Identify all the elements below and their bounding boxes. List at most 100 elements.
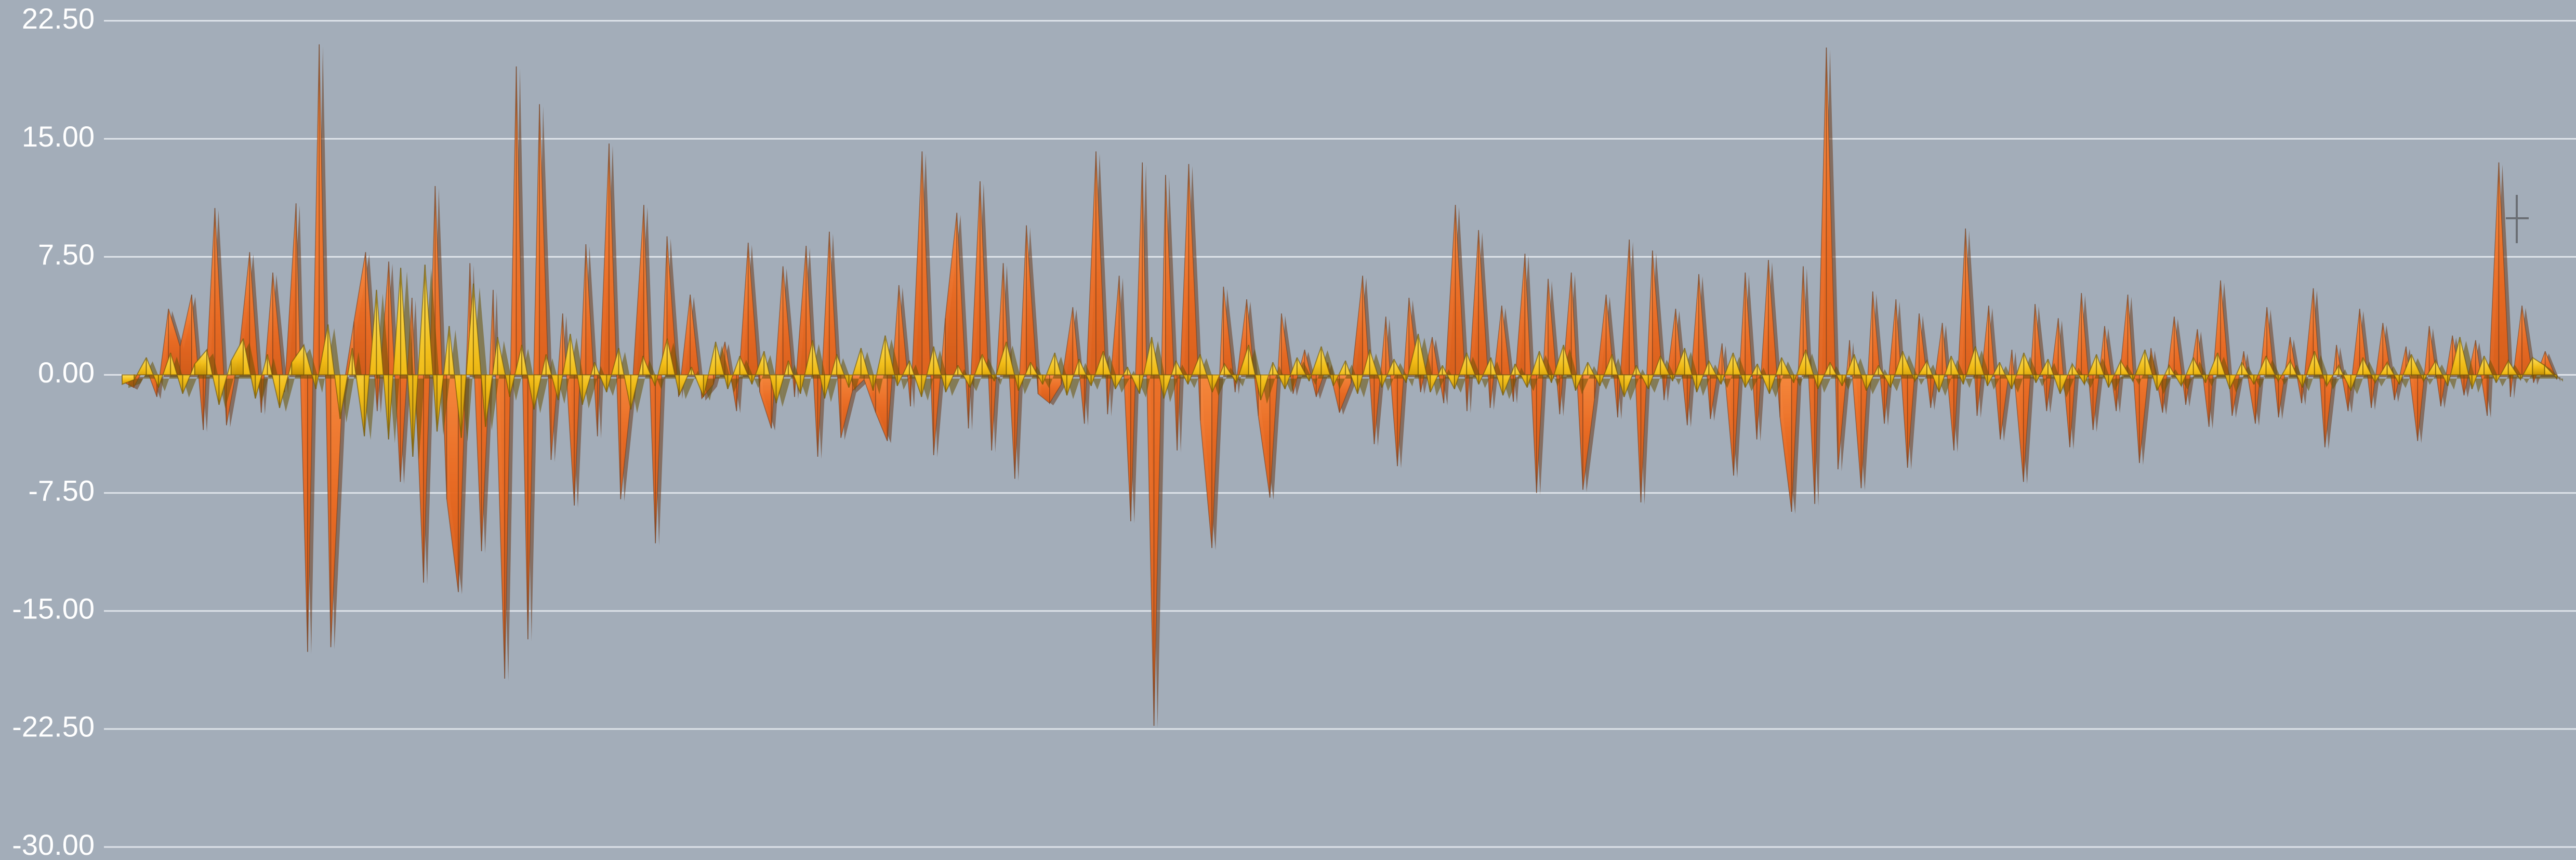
series-segment-shadow — [2386, 325, 2398, 403]
series-segment — [1838, 340, 1850, 470]
series-segment-shadow — [833, 234, 845, 440]
series-segment-shadow — [1703, 364, 1715, 396]
series-segment-shadow — [2096, 328, 2108, 432]
series-segment-shadow — [2177, 319, 2190, 407]
series-segment-shadow — [1436, 369, 1449, 396]
series-segment-shadow — [160, 311, 173, 400]
series-segment — [759, 374, 772, 429]
series-segment-shadow — [1291, 361, 1303, 393]
y-tick-label: 0.00 — [38, 356, 95, 389]
series-segment-shadow — [1630, 369, 1643, 401]
series-segment — [968, 181, 981, 429]
series-segment-shadow — [830, 358, 843, 403]
series-segment — [933, 318, 946, 455]
series-segment-shadow — [310, 349, 322, 393]
series-segment-shadow — [1073, 363, 1086, 399]
series-yellow — [122, 264, 2563, 461]
series-segment-shadow — [358, 352, 371, 440]
series-segment-shadow — [964, 369, 976, 391]
series-segment — [655, 236, 668, 544]
series-segment-shadow — [685, 371, 698, 399]
series-segment — [898, 285, 911, 407]
series-segment-shadow — [1327, 350, 1340, 390]
series-segment-shadow — [2490, 360, 2503, 387]
series-segment-shadow — [2320, 355, 2333, 390]
series-segment-shadow — [952, 369, 965, 396]
series-segment — [2174, 316, 2186, 405]
series-segment — [829, 231, 841, 438]
series-segment — [921, 151, 934, 455]
series-segment — [1397, 297, 1410, 467]
series-segment — [2023, 304, 2036, 482]
series-segment — [1919, 313, 1932, 408]
series-segment — [980, 181, 992, 451]
series-segment-shadow — [382, 294, 395, 443]
series-segment — [179, 294, 192, 376]
series-segment — [736, 242, 749, 412]
series-segment-shadow — [940, 350, 952, 396]
series-segment — [956, 213, 969, 429]
series-segment — [817, 231, 830, 457]
series-segment — [1536, 279, 1549, 493]
series-segment-shadow — [2236, 366, 2248, 393]
series-segment-shadow — [1911, 315, 1923, 470]
series-segment-shadow — [818, 344, 831, 403]
series-segment-shadow — [286, 366, 298, 412]
series-segment — [1211, 286, 1224, 548]
series-segment — [2417, 326, 2430, 441]
series-segment-shadow — [1957, 360, 1970, 388]
series-segment — [203, 208, 216, 430]
series-segment-shadow — [1376, 353, 1389, 391]
series-segment-shadow — [576, 337, 589, 409]
series-segment — [2371, 323, 2384, 408]
series-segment-shadow — [1024, 366, 1037, 394]
series-segment — [295, 203, 308, 652]
series-segment — [1756, 260, 1769, 440]
series-segment-shadow — [2357, 361, 2370, 394]
series-segment — [1745, 272, 1758, 440]
series-segment — [1687, 274, 1699, 426]
series-segment — [434, 186, 447, 499]
series-segment — [2162, 316, 2175, 413]
series-segment-shadow — [746, 360, 759, 388]
series-segment — [2081, 293, 2094, 430]
series-segment-shadow — [659, 239, 671, 546]
series-segment-shadow — [988, 358, 1001, 385]
series-segment — [609, 143, 622, 499]
series-segment-shadow — [1303, 361, 1316, 385]
series-segment — [1489, 306, 1502, 408]
series-segment — [1663, 309, 1676, 400]
series-segment — [2324, 345, 2337, 447]
series-segment — [2220, 280, 2233, 416]
series-segment-shadow — [589, 246, 601, 439]
series-segment-shadow — [1824, 366, 1837, 393]
crosshair-marker — [2506, 195, 2529, 243]
series-segment — [1803, 266, 1815, 504]
series-segment — [597, 143, 610, 436]
series-segment-shadow — [1569, 349, 1582, 394]
series-segment — [585, 244, 598, 436]
series-segment-shadow — [2224, 282, 2236, 418]
series-segment-shadow — [1872, 369, 1885, 394]
series-segment-shadow — [346, 352, 359, 423]
series-segment-shadow — [734, 360, 746, 393]
series-segment-shadow — [637, 360, 650, 414]
series-segment — [2382, 323, 2395, 400]
series-segment-shadow — [2066, 367, 2079, 398]
series-segment-shadow — [1545, 355, 1558, 387]
series-segment-shadow — [1109, 355, 1122, 393]
series-segment-shadow — [1473, 356, 1485, 388]
series-segment — [1872, 291, 1885, 424]
series-segment-shadow — [2039, 306, 2051, 414]
y-tick-label: 15.00 — [22, 120, 95, 153]
series-segment — [1779, 374, 1792, 512]
series-segment — [230, 338, 244, 376]
grid-layer — [104, 20, 2576, 848]
series-segment — [1153, 175, 1166, 726]
series-segment-shadow — [782, 364, 795, 407]
series-segment — [1385, 316, 1398, 467]
series-segment-shadow — [2187, 361, 2200, 390]
series-segment — [1177, 164, 1190, 451]
series-segment — [1269, 313, 1282, 498]
